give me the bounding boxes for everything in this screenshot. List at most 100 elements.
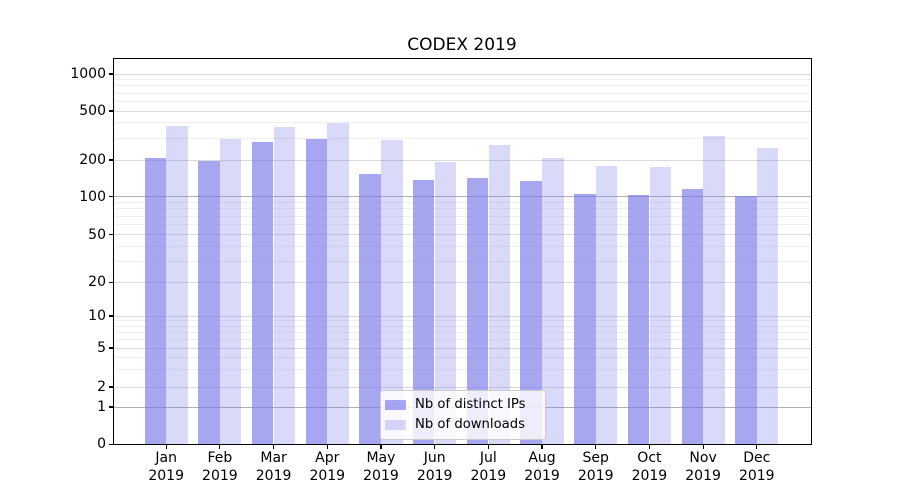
x-tick-label-line: Sep [582, 450, 609, 466]
x-tick-mark-apr [326, 444, 328, 449]
x-tick-mark-jun [434, 444, 436, 449]
x-tick-mark-sep [595, 444, 597, 449]
x-tick-mark-may [380, 444, 382, 449]
bar-distinct-ips-oct [627, 194, 650, 444]
x-tick-label-line: Dec [743, 450, 771, 466]
x-tick-mark-dec [756, 444, 758, 449]
bar-downloads-jul [488, 145, 510, 444]
plot-area [113, 58, 812, 445]
legend-swatch-downloads-icon [385, 420, 406, 430]
bar-downloads-apr [327, 123, 349, 444]
y-gridline-minor [114, 215, 811, 217]
y-gridline-200 [114, 159, 811, 161]
y-gridline-minor [114, 224, 811, 226]
bar-downloads-oct [649, 166, 671, 444]
bar-distinct-ips-jul [466, 177, 489, 444]
x-tick-mark-mar [272, 444, 275, 449]
y-tick-mark-0 [109, 443, 113, 445]
y-tick-label-2: 2 [97, 379, 106, 395]
x-tick-label-may: May 2019 [341, 450, 421, 485]
x-tick-label-dec: Dec 2019 [717, 450, 797, 485]
y-tick-mark-2 [109, 386, 113, 388]
legend-item-downloads: Nb of downloads [385, 417, 535, 433]
y-gridline-minor [114, 320, 811, 322]
bar-downloads-may [381, 139, 403, 444]
y-gridline-minor [114, 369, 811, 371]
plot-inner [114, 59, 811, 444]
y-tick-label-0: 0 [97, 436, 106, 453]
x-tick-label-jul: Jul 2019 [448, 450, 528, 485]
y-tick-mark-5 [109, 347, 113, 349]
x-tick-label-line: Jul [479, 450, 497, 466]
y-tick-label-500: 500 [79, 103, 106, 119]
bar-distinct-ips-mar [251, 142, 274, 444]
x-tick-label-line: 2019 [524, 467, 560, 484]
x-tick-label-line: 2019 [416, 467, 453, 484]
legend-item-distinct-ips: Nb of distinct IPs [385, 397, 535, 413]
x-tick-mark-feb [219, 444, 221, 449]
bar-distinct-ips-aug [520, 180, 542, 444]
y-tick-label-50: 50 [88, 226, 106, 243]
x-tick-label-line: Jan [155, 450, 177, 466]
x-tick-label-line: 2019 [738, 467, 775, 484]
bar-downloads-mar [273, 126, 296, 444]
bar-distinct-ips-apr [305, 139, 328, 444]
x-tick-label-line: 2019 [631, 467, 668, 484]
bar-distinct-ips-may [359, 174, 381, 444]
x-tick-label-line: 2019 [685, 467, 721, 484]
y-gridline-minor [114, 208, 811, 210]
bar-distinct-ips-jan [144, 157, 166, 444]
y-gridline-10 [114, 315, 811, 317]
y-gridline-minor [114, 85, 811, 87]
x-tick-mark-jan [165, 444, 167, 449]
bar-downloads-feb [220, 139, 242, 444]
y-tick-mark-50 [109, 233, 113, 236]
x-tick-label-jan: Jan 2019 [126, 450, 206, 485]
y-tick-mark-1000 [109, 73, 113, 75]
y-tick-label-1: 1 [97, 399, 106, 415]
x-tick-mark-oct [648, 444, 650, 449]
bar-downloads-dec [756, 147, 779, 444]
x-tick-label-line: 2019 [148, 467, 184, 484]
bar-downloads-sep [595, 165, 618, 444]
bar-downloads-nov [703, 136, 725, 444]
y-tick-mark-100 [109, 196, 113, 198]
y-tick-mark-200 [109, 159, 113, 161]
x-tick-mark-aug [541, 444, 543, 449]
bar-distinct-ips-jun [413, 179, 435, 444]
bar-downloads-aug [542, 157, 564, 444]
x-tick-label-line: Apr [315, 450, 340, 466]
x-tick-label-aug: Aug 2019 [502, 450, 582, 485]
y-gridline-minor [114, 325, 811, 327]
y-gridline-minor [114, 137, 811, 139]
y-gridline-minor [114, 356, 811, 358]
x-tick-label-line: Oct [637, 450, 662, 466]
x-tick-label-jun: Jun 2019 [395, 450, 475, 485]
x-tick-label-line: May [366, 450, 396, 466]
legend-label-distinct-ips: Nb of distinct IPs [415, 397, 526, 412]
bar-distinct-ips-dec [735, 196, 757, 444]
y-gridline-100 [114, 196, 811, 198]
y-gridline-minor [114, 245, 811, 247]
x-tick-label-line: 2019 [255, 467, 292, 484]
x-tick-label-line: 2019 [470, 467, 507, 484]
y-tick-label-100: 100 [79, 188, 106, 205]
x-tick-label-line: Jun [423, 450, 446, 466]
y-gridline-minor [114, 202, 811, 204]
y-tick-mark-1 [109, 406, 113, 408]
x-tick-label-oct: Oct 2019 [609, 450, 689, 485]
bar-distinct-ips-sep [574, 193, 596, 444]
y-gridline-minor [114, 100, 811, 102]
chart-title: CODEX 2019 [407, 35, 517, 55]
x-tick-label-line: Nov [689, 450, 717, 466]
bar-distinct-ips-feb [198, 161, 220, 444]
y-gridline-5 [114, 347, 811, 349]
bar-downloads-jan [166, 126, 188, 444]
bar-distinct-ips-nov [681, 188, 703, 444]
bar-downloads-jun [434, 161, 457, 444]
y-gridline-minor [114, 331, 811, 333]
x-tick-label-line: 2019 [309, 467, 346, 484]
y-tick-label-1000: 1000 [70, 66, 106, 82]
y-tick-label-5: 5 [97, 340, 106, 356]
